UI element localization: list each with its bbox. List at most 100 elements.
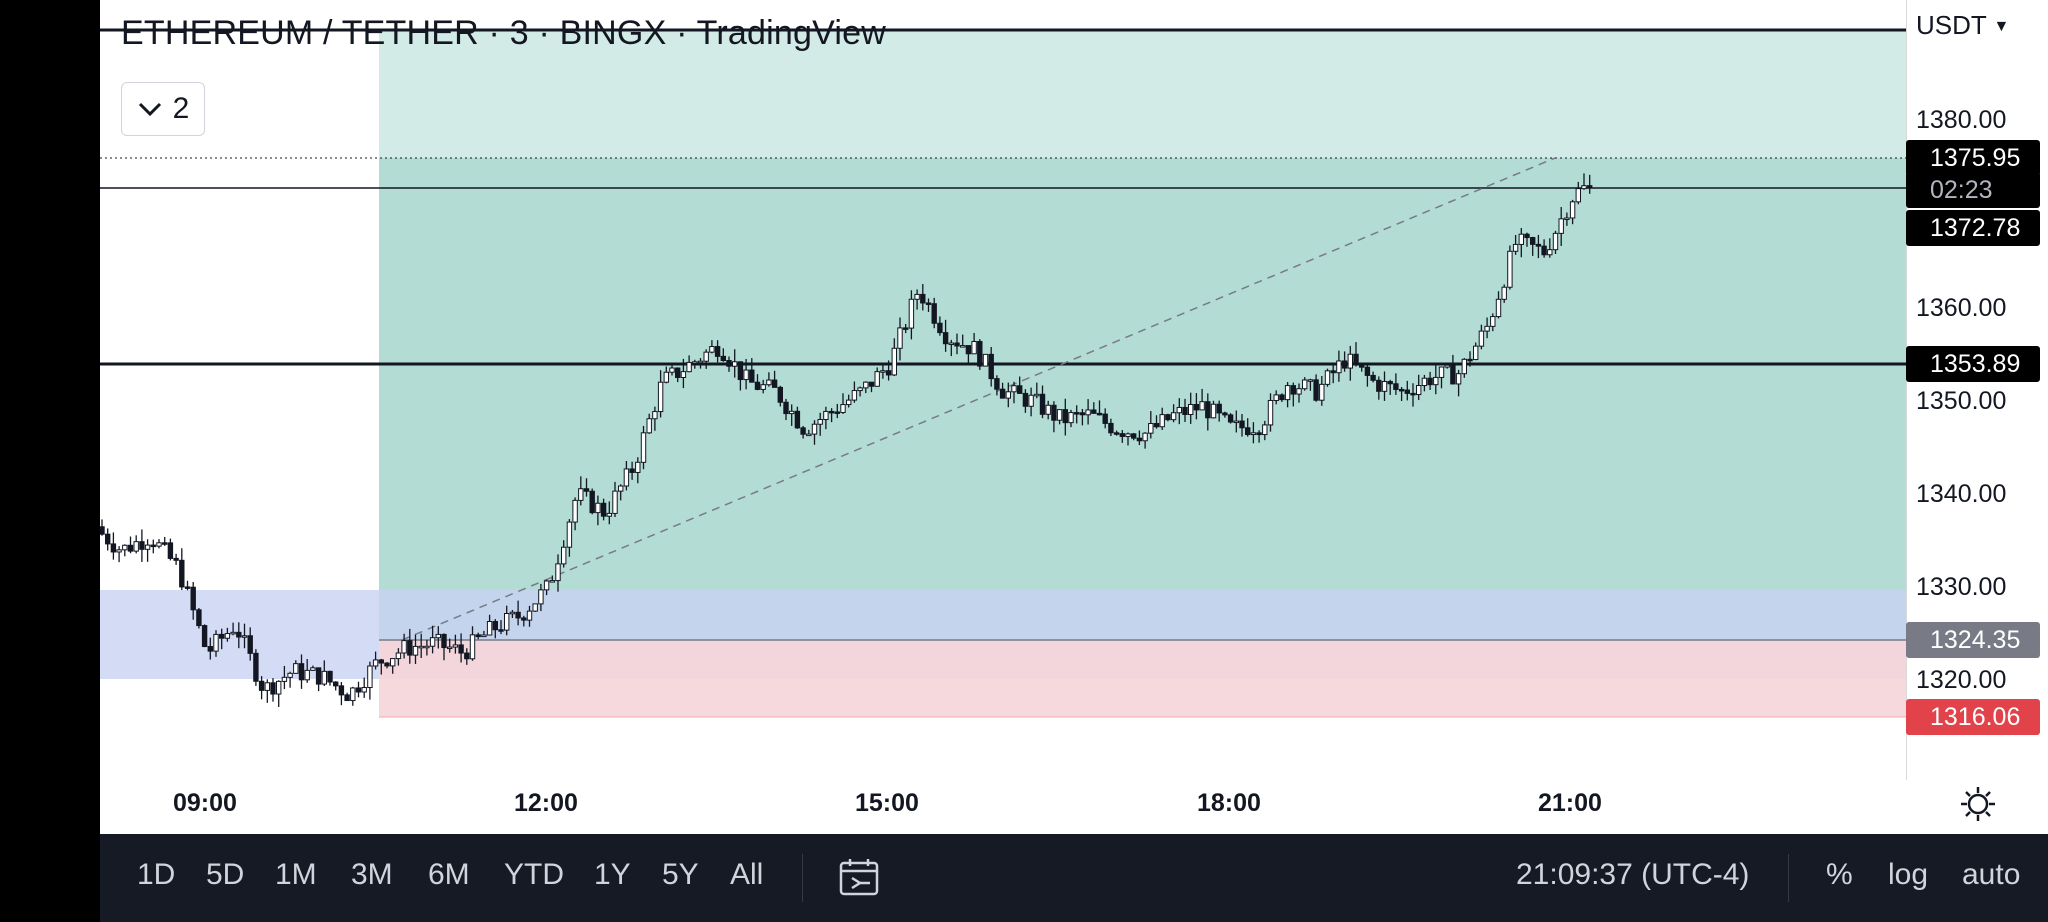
candle-body <box>749 369 755 383</box>
candle-body <box>863 381 869 389</box>
candle-body <box>1131 433 1137 439</box>
candle-body <box>1495 298 1502 318</box>
candle-body <box>657 381 664 413</box>
candle-body <box>834 411 840 414</box>
candle-body <box>1279 394 1285 401</box>
candle-body <box>726 360 732 367</box>
candle-body <box>333 681 339 687</box>
auto-scale-button[interactable]: auto <box>1962 858 2021 891</box>
range-3m-button[interactable]: 3M <box>351 858 393 891</box>
percent-scale-button[interactable]: % <box>1826 858 1853 891</box>
candle-body <box>811 423 818 435</box>
entry-price-value: 1324.35 <box>1930 625 2021 654</box>
profit-zone-upper[interactable] <box>379 30 1906 158</box>
candle-body <box>623 468 630 487</box>
candle-body <box>800 427 806 435</box>
loss-zone[interactable] <box>379 640 1906 717</box>
candle-body <box>846 399 852 406</box>
candle-body <box>133 541 139 552</box>
candle-body <box>709 346 715 353</box>
candle-body <box>851 390 858 401</box>
candle-body <box>1210 403 1217 419</box>
stop-price-badge: 1316.06 <box>1906 699 2040 735</box>
candle-body <box>1159 414 1165 428</box>
candle-body <box>840 404 846 414</box>
candle-body <box>213 633 219 652</box>
range-1d-button[interactable]: 1D <box>137 858 176 891</box>
candle-body <box>1450 364 1456 385</box>
candle-body <box>184 586 191 589</box>
currency-selector[interactable]: USDT ▼ <box>1916 10 2009 41</box>
countdown-value: 02:23 <box>1930 175 1993 204</box>
candle-body <box>1022 392 1029 407</box>
time-axis[interactable] <box>100 780 1906 834</box>
candle-body <box>372 659 379 667</box>
candle-body <box>1056 409 1063 421</box>
candle-body <box>1398 388 1405 392</box>
candle-body <box>1227 414 1234 423</box>
candle-body <box>1113 432 1120 435</box>
log-scale-button[interactable]: log <box>1888 858 1929 891</box>
candle-body <box>1347 353 1353 369</box>
candle-body <box>1153 423 1160 428</box>
candle-body <box>1302 379 1308 390</box>
range-all-button[interactable]: All <box>730 858 764 891</box>
candle-body <box>760 384 766 390</box>
range-ytd-button[interactable]: YTD <box>504 858 564 891</box>
candle-body <box>162 542 168 545</box>
candle-body <box>1233 420 1239 424</box>
candle-body <box>452 644 459 648</box>
range-5y-button[interactable]: 5Y <box>662 858 699 891</box>
candle-body <box>903 327 909 330</box>
candle-body <box>492 620 499 631</box>
range-5d-button[interactable]: 5D <box>206 858 245 891</box>
legend-toggle-button[interactable]: 2 <box>121 82 205 136</box>
trend-line[interactable] <box>401 157 1556 641</box>
candle-body <box>732 361 738 367</box>
candle-body <box>458 644 464 654</box>
clock-timezone[interactable]: 21:09:37 (UTC-4) <box>1516 858 1750 891</box>
candle-body <box>1142 432 1148 442</box>
candle-body <box>122 544 128 551</box>
candle-body <box>1552 232 1559 251</box>
go-to-date-icon[interactable] <box>838 856 880 898</box>
price-chart[interactable] <box>100 0 1906 780</box>
candle-body <box>988 353 994 380</box>
candle-body <box>287 672 293 678</box>
candle-body <box>1091 409 1097 414</box>
candle-body <box>1250 432 1257 436</box>
candle-body <box>1364 366 1371 376</box>
candle-body <box>1455 373 1462 385</box>
candle-body <box>139 541 145 550</box>
time-tick: 09:00 <box>173 789 237 817</box>
candle-body <box>583 488 590 492</box>
candle-body <box>498 629 504 632</box>
candle-body <box>1062 409 1068 424</box>
price-tick: 1340.00 <box>1916 480 2007 508</box>
candle-body <box>1136 437 1143 442</box>
candle-body <box>315 667 322 685</box>
candle-body <box>258 680 265 691</box>
chart-area[interactable] <box>100 0 2048 834</box>
last-price-badge: 1372.78 <box>1906 210 2040 246</box>
candle-body <box>110 543 117 553</box>
candle-body <box>1530 237 1536 245</box>
candle-body <box>355 687 362 693</box>
candle-body <box>686 361 692 373</box>
candle-body <box>515 611 521 619</box>
range-6m-button[interactable]: 6M <box>428 858 470 891</box>
range-1m-button[interactable]: 1M <box>275 858 317 891</box>
candle-body <box>1011 385 1017 393</box>
toolbar-divider <box>1788 854 1789 902</box>
candle-body <box>1404 389 1410 394</box>
candle-body <box>977 340 983 367</box>
candle-body <box>1267 399 1274 426</box>
candle-body <box>1028 394 1034 407</box>
profit-zone[interactable] <box>379 158 1906 640</box>
candle-body <box>1284 385 1291 401</box>
range-1y-button[interactable]: 1Y <box>594 858 631 891</box>
candle-body <box>1165 414 1171 421</box>
candle-body <box>948 342 954 346</box>
candle-body <box>629 468 635 473</box>
settings-sun-icon[interactable] <box>1960 786 1996 822</box>
